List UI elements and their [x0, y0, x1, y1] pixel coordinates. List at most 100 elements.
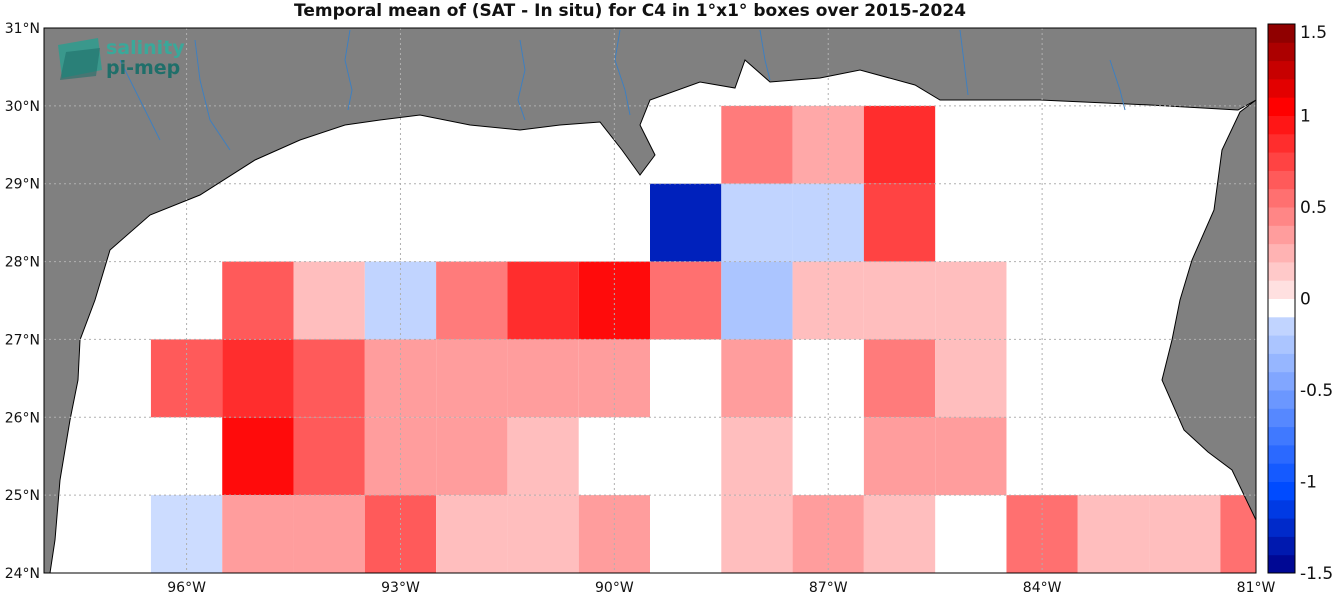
colorbar-segment [1268, 554, 1295, 574]
colorbar-segment [1268, 518, 1295, 537]
colorbar-segment [1268, 225, 1295, 245]
river [194, 39, 231, 151]
colorbar-tick-label: 0.5 [1300, 198, 1327, 218]
colorbar-segment [1268, 24, 1295, 43]
land-layer [44, 28, 1256, 573]
heatmap-cell [436, 261, 508, 340]
colorbar-tick-label: 1.5 [1300, 23, 1327, 43]
heatmap-cell [222, 339, 294, 418]
colorbar-segment [1268, 499, 1295, 519]
heatmap-cell [293, 417, 365, 496]
colorbar-segment [1268, 353, 1295, 373]
heatmap-cell [436, 339, 508, 418]
heatmap-cell [1077, 495, 1150, 573]
colorbar-segment [1268, 536, 1295, 556]
colorbar-segment [1268, 170, 1295, 190]
heatmap-cell [293, 495, 365, 573]
heatmap-cell [1149, 495, 1221, 573]
colorbar-segment [1268, 261, 1295, 281]
river [344, 29, 353, 111]
colorbar-segment [1268, 371, 1295, 391]
colorbar-ticks: -1.5 -1 -0.5 0 0.5 1 1.5 [1300, 23, 1333, 584]
x-tick-label: 96°W [167, 580, 206, 594]
x-tick-label: 81°W [1237, 580, 1276, 594]
x-tick-label: 93°W [381, 580, 420, 594]
y-tick-label: 27°N [5, 332, 40, 348]
colorbar-segment [1268, 188, 1295, 208]
colorbar-segment [1268, 444, 1295, 464]
colorbar-tick-label: -1.5 [1300, 564, 1333, 584]
x-tick-label: 84°W [1023, 580, 1062, 594]
heatmap-cell [222, 417, 294, 496]
y-tick-label: 29°N [5, 177, 40, 193]
river [119, 59, 161, 141]
heatmap-cell [650, 261, 722, 340]
colorbar-segment [1268, 335, 1295, 354]
heatmap-cell [293, 261, 365, 340]
colorbar-segment [1268, 243, 1295, 263]
colorbar-segment [1268, 298, 1295, 318]
colorbar-segment [1268, 97, 1295, 116]
colorbar-tick-label: 0 [1300, 290, 1311, 310]
colorbar-frame [1267, 23, 1296, 574]
river [959, 29, 969, 96]
y-tick-label: 31°N [5, 21, 40, 37]
colorbar-segment [1268, 316, 1295, 336]
heatmap-cell [721, 105, 793, 184]
river [1109, 59, 1126, 111]
heatmap-cell [507, 417, 579, 496]
rivers [119, 29, 1126, 151]
colorbar-segment [1268, 78, 1295, 98]
y-tick-label: 30°N [5, 99, 40, 115]
colorbar-segment [1268, 390, 1295, 409]
heatmap-cell [721, 339, 793, 418]
colorbar-tick-label: -0.5 [1300, 381, 1333, 401]
heatmap-cell [721, 495, 793, 573]
colorbar-segment [1268, 152, 1295, 171]
heatmap-cell [293, 339, 365, 418]
heatmap-cell [507, 495, 579, 573]
heatmap-cell [436, 417, 508, 496]
north-gulf-coast-land [44, 28, 1256, 573]
colorbar-segment [1268, 426, 1295, 446]
x-tick-label: 87°W [809, 580, 848, 594]
colorbar-segment [1268, 42, 1295, 62]
heatmap-cell [222, 495, 294, 573]
colorbar-segment [1268, 408, 1295, 428]
colorbar-segment [1268, 115, 1295, 135]
y-tick-label: 26°N [5, 410, 40, 426]
heatmap-cell [863, 417, 936, 496]
heatmap-cell [364, 417, 437, 496]
heatmap-cell [863, 339, 936, 418]
x-tick-label: 90°W [595, 580, 634, 594]
logo-line1: salinity [106, 37, 185, 59]
heatmap-cell [721, 261, 793, 340]
heatmap-cell [650, 183, 722, 262]
y-tick-label: 25°N [5, 488, 40, 504]
colorbar [1268, 24, 1295, 574]
colorbar-segment [1268, 207, 1295, 226]
heatmap-cell [721, 183, 793, 262]
x-axis-ticks: 96°W 93°W 90°W 87°W 84°W 81°W [167, 580, 1275, 594]
west-north-coast-land [44, 28, 1256, 573]
colorbar-tick-label: -1 [1300, 473, 1317, 493]
colorbar-segment [1268, 463, 1295, 482]
river [759, 29, 771, 81]
heatmap-cell [863, 183, 936, 262]
heatmap-cell [935, 417, 1007, 496]
heatmap-cell [507, 261, 579, 340]
y-tick-label: 28°N [5, 255, 40, 271]
plot-frame [43, 27, 1257, 574]
colorbar-segment [1268, 133, 1295, 153]
heatmap-cell [436, 495, 508, 573]
map-title: Temporal mean of (SAT - In situ) for C4 … [294, 1, 966, 21]
colorbar-tick-label: 1 [1300, 107, 1311, 127]
heatmap-cell [935, 261, 1007, 340]
heatmap-cell [863, 495, 936, 573]
heatmap-cell [863, 105, 936, 184]
y-tick-label: 24°N [5, 566, 40, 582]
colorbar-segment [1268, 60, 1295, 80]
heatmap-cell [721, 417, 793, 496]
colorbar-segment [1268, 481, 1295, 501]
